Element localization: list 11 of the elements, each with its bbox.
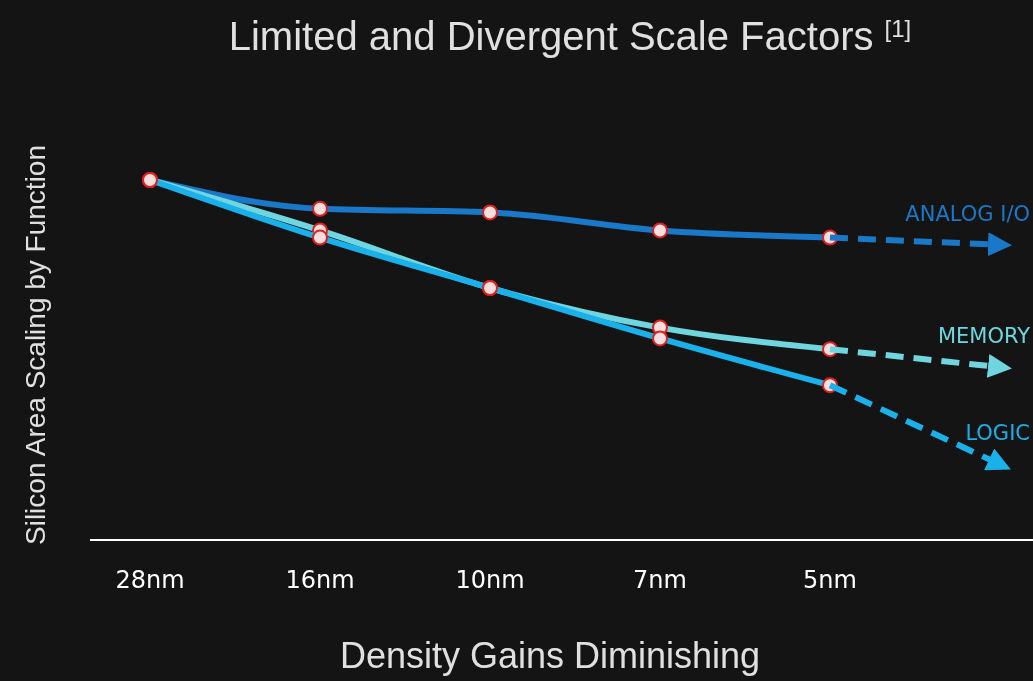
chart-title: Limited and Divergent Scale Factors $^{[1]}$ bbox=[228, 14, 912, 58]
x-tick-label: 28nm bbox=[115, 566, 185, 594]
y-axis-title: Silicon Area Scaling by Function bbox=[20, 145, 51, 545]
x-tick-label: 10nm bbox=[455, 566, 525, 594]
x-axis-title: Density Gains Diminishing bbox=[339, 635, 761, 676]
series-label: MEMORY bbox=[937, 324, 1031, 349]
x-tick-label: 5nm bbox=[803, 566, 857, 594]
series-label: ANALOG I/O bbox=[905, 201, 1030, 226]
x-tick-label: 7nm bbox=[633, 566, 687, 594]
x-tick-label: 16nm bbox=[285, 566, 355, 594]
series-label: LOGIC bbox=[965, 421, 1030, 446]
